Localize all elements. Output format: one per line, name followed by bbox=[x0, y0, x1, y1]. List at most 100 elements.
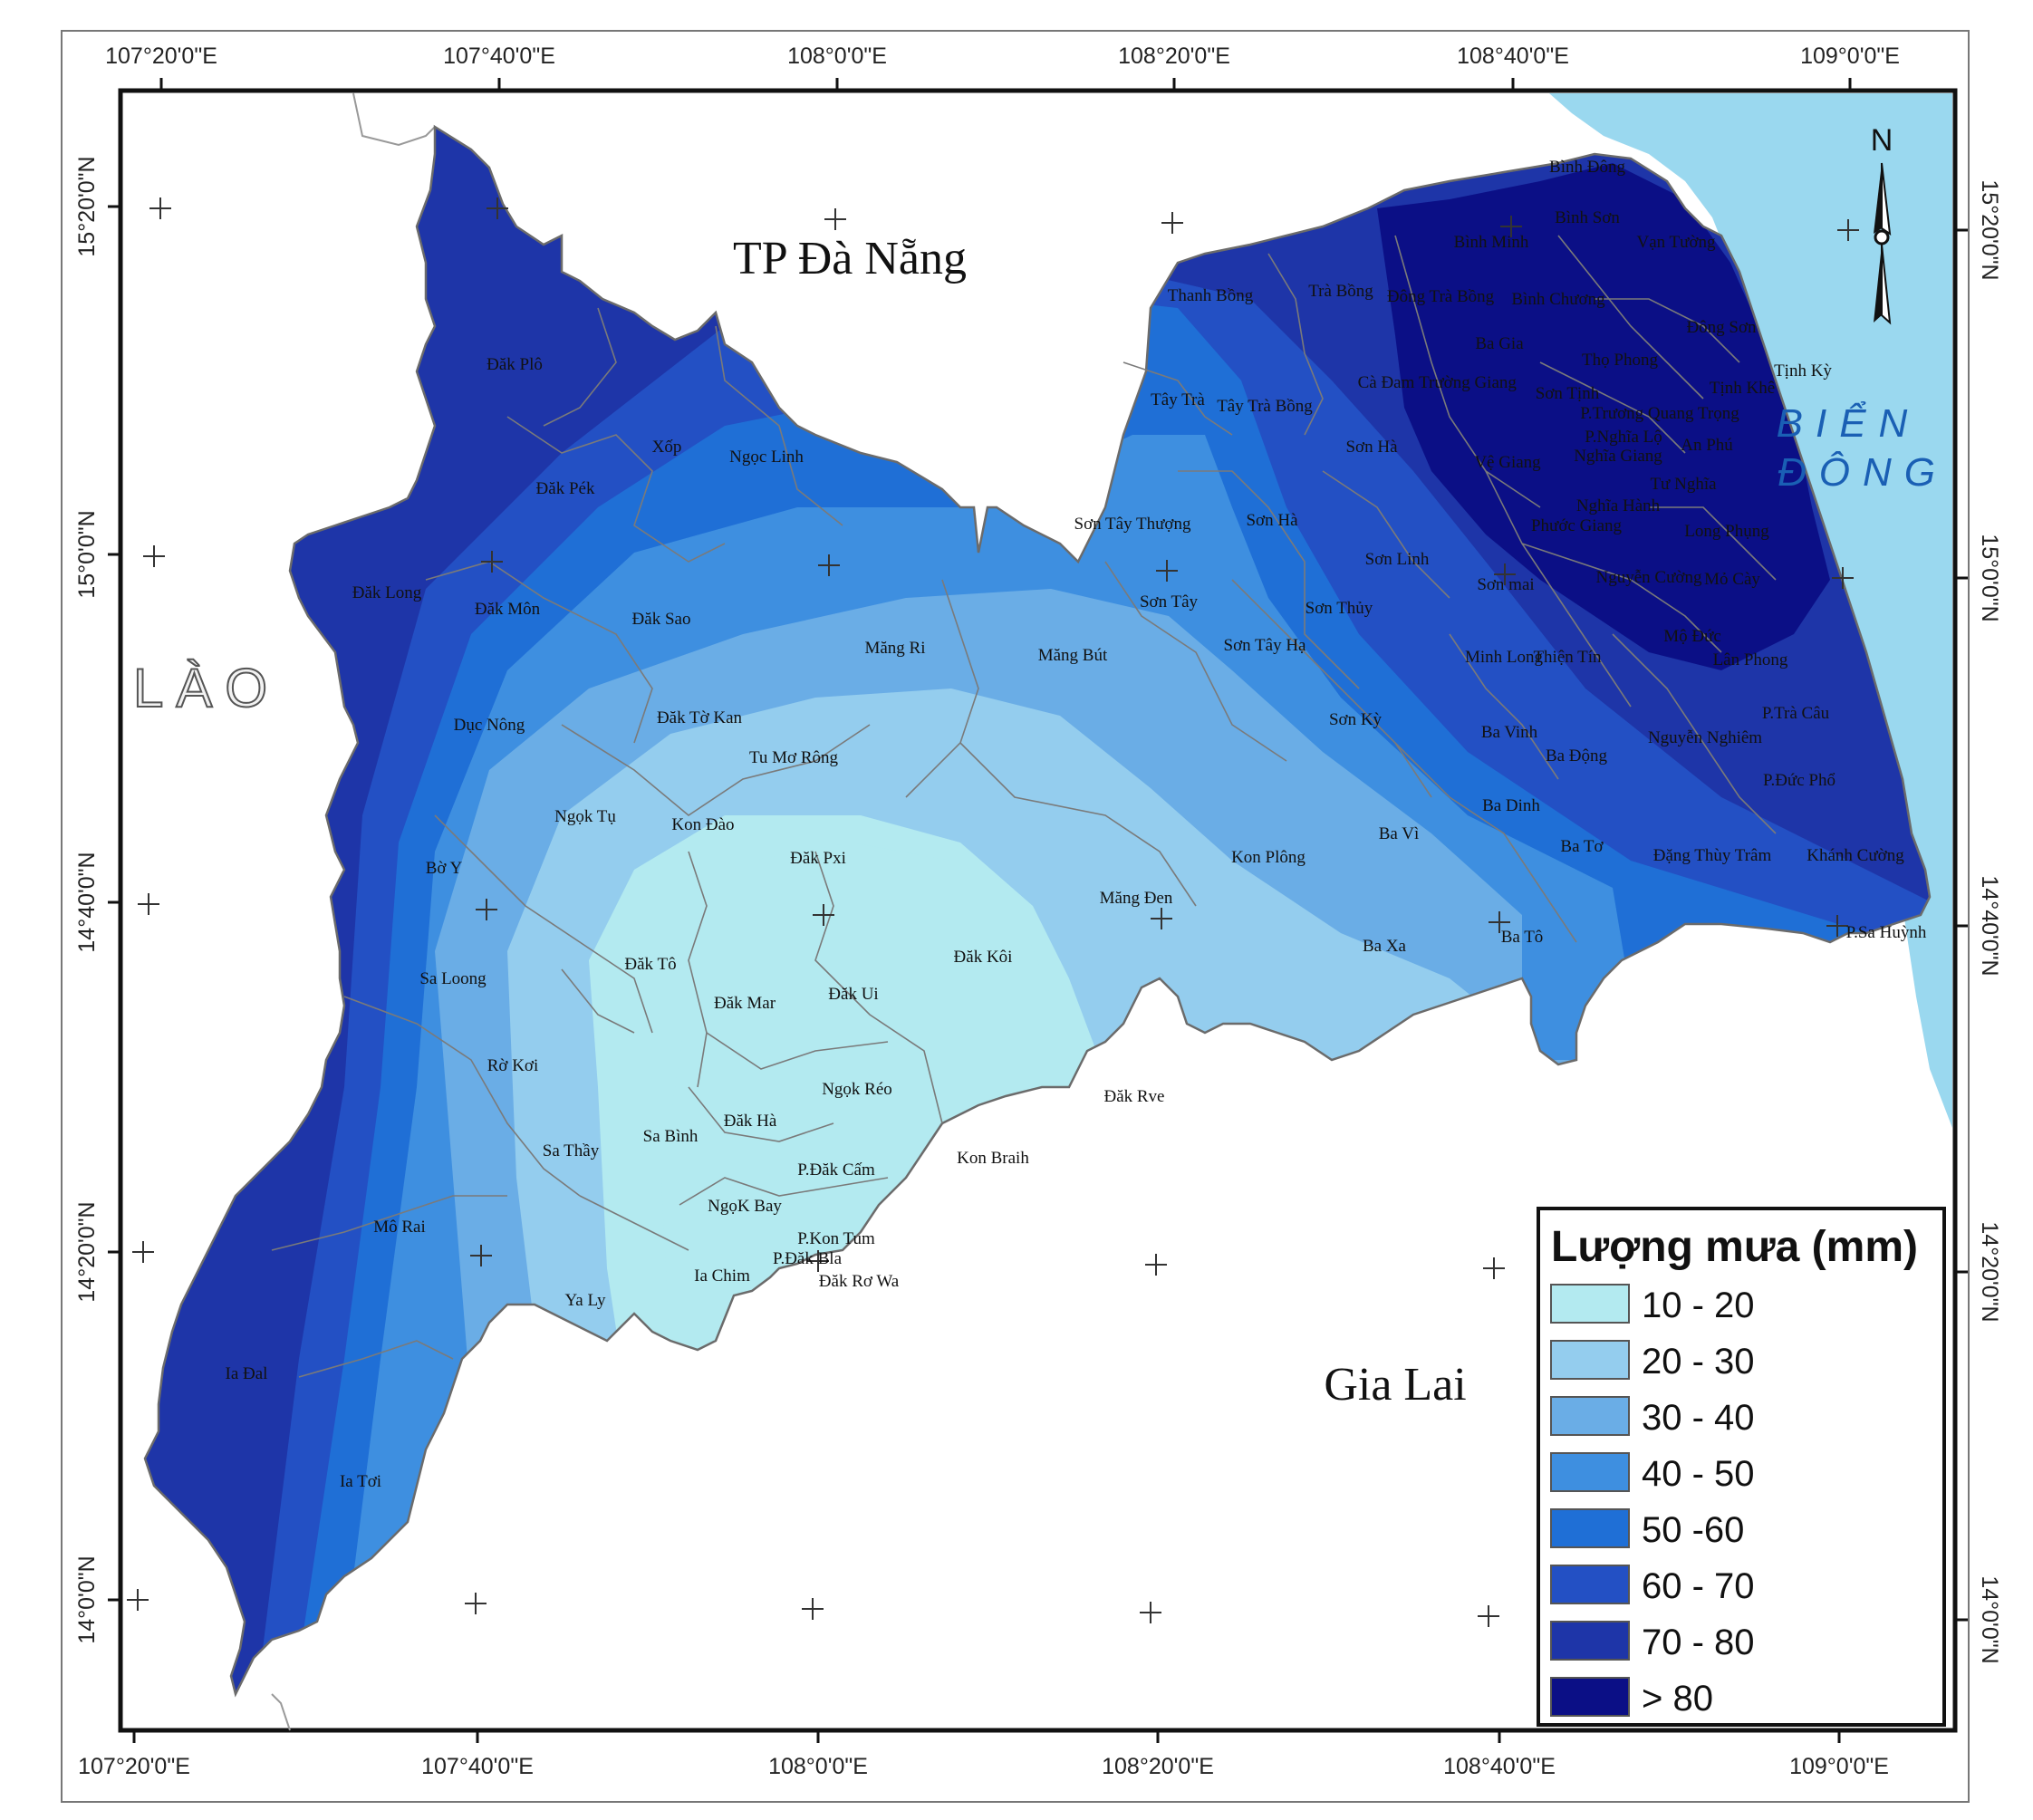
legend-title: Lượng mưa (mm) bbox=[1551, 1223, 1918, 1271]
lon-label-bottom: 108°20'0"E bbox=[1102, 1754, 1214, 1779]
commune-label: Đăk Môn bbox=[475, 600, 541, 619]
legend-label: 70 - 80 bbox=[1642, 1623, 1755, 1662]
commune-label: Lân Phong bbox=[1713, 650, 1788, 669]
commune-label: Minh Long bbox=[1465, 648, 1544, 667]
commune-boundaries bbox=[271, 235, 1777, 1378]
right-latitude-labels: 15°20'0"N 15°0'0"N 14°40'0"N 14°20'0"N 1… bbox=[1977, 179, 2002, 1663]
commune-label: Sơn Kỳ bbox=[1329, 710, 1383, 729]
commune-label: Ba Gia bbox=[1475, 334, 1524, 353]
graticule-crosses bbox=[127, 197, 1859, 1627]
commune-label: Bình Đông bbox=[1549, 158, 1625, 177]
lat-label-right: 15°20'0"N bbox=[1977, 179, 2002, 280]
commune-label: Bình Minh bbox=[1454, 233, 1529, 252]
commune-label: Sơn Hà bbox=[1246, 511, 1298, 530]
north-arrow-center-icon bbox=[1874, 229, 1890, 246]
lon-label-top: 107°40'0"E bbox=[443, 43, 555, 69]
lon-label-top: 108°40'0"E bbox=[1457, 43, 1569, 69]
legend-swatch bbox=[1550, 1508, 1630, 1548]
commune-label: Măng Ri bbox=[864, 639, 925, 658]
north-arrow-tail-shade-icon bbox=[1874, 245, 1882, 323]
lat-label-left: 14°0'0"N bbox=[74, 1555, 100, 1643]
legend-swatch bbox=[1550, 1452, 1630, 1492]
lon-label-bottom: 108°0'0"E bbox=[768, 1754, 868, 1779]
legend-items: 10 - 20 20 - 30 30 - 40 40 - 50 50 -60 60 - 7… bbox=[1550, 1284, 1755, 1719]
commune-label: Đông Sơn bbox=[1686, 318, 1757, 337]
commune-label: Sơn Tịnh bbox=[1536, 384, 1600, 403]
commune-label: Ba Vì bbox=[1379, 824, 1420, 843]
commune-label: Măng Đen bbox=[1100, 889, 1173, 908]
commune-label: Đăk Pék bbox=[536, 479, 595, 498]
commune-label: Kon Plông bbox=[1231, 848, 1306, 867]
commune-label: P.Nghĩa Lộ bbox=[1585, 428, 1662, 447]
commune-label: Xốp bbox=[652, 438, 682, 457]
legend-label: 30 - 40 bbox=[1642, 1398, 1755, 1438]
legend-label: > 80 bbox=[1642, 1679, 1713, 1719]
bottom-longitude-labels: 107°20'0"E 107°40'0"E 108°0'0"E 108°20'0… bbox=[78, 1754, 1889, 1779]
commune-label: Sơn Hà bbox=[1345, 438, 1398, 457]
commune-label: Trường Giang bbox=[1419, 373, 1517, 392]
commune-label: Tu Mơ Rông bbox=[749, 748, 839, 767]
north-arrow: N bbox=[1871, 123, 1893, 325]
commune-label: Đăk Rơ Wa bbox=[819, 1272, 900, 1291]
commune-label: Phước Giang bbox=[1531, 516, 1623, 535]
commune-label: P.Kon Tum bbox=[797, 1229, 875, 1248]
commune-label: Sơn Tây Hạ bbox=[1224, 636, 1307, 655]
legend-swatch bbox=[1550, 1396, 1630, 1436]
commune-label: P.Đăk Cấm bbox=[797, 1160, 875, 1180]
legend-swatch bbox=[1550, 1340, 1630, 1380]
commune-label: Dục Nông bbox=[454, 716, 525, 735]
commune-label: Tư Nghĩa bbox=[1650, 475, 1717, 494]
commune-label: Mỏ Cày bbox=[1704, 570, 1760, 589]
commune-label: Đăk Kôi bbox=[954, 948, 1013, 967]
commune-label: Tịnh Khê bbox=[1710, 379, 1775, 398]
commune-label: Nguyễn Nghiêm bbox=[1648, 728, 1762, 747]
commune-label: Đông Trà Bồng bbox=[1387, 287, 1495, 306]
north-label: N bbox=[1871, 123, 1893, 158]
commune-label: Sa Bình bbox=[643, 1127, 699, 1146]
lon-label-top: 107°20'0"E bbox=[105, 43, 217, 69]
commune-label: Thiện Tín bbox=[1533, 648, 1602, 667]
commune-labels: Bình Đông Bình Minh Bình Sơn Vạn Tường Thanh… bbox=[226, 158, 1927, 1491]
lon-label-top: 108°20'0"E bbox=[1118, 43, 1230, 69]
commune-label: Kon Braih bbox=[957, 1149, 1029, 1168]
lon-label-top: 108°0'0"E bbox=[787, 43, 887, 69]
commune-label: Thanh Bồng bbox=[1168, 286, 1254, 305]
commune-label: Thọ Phong bbox=[1582, 351, 1658, 370]
commune-label: Ia Đal bbox=[226, 1364, 268, 1383]
commune-label: P.Sa Huỳnh bbox=[1846, 923, 1927, 942]
legend-swatch bbox=[1550, 1677, 1630, 1717]
commune-label: Đăk Plô bbox=[487, 355, 543, 374]
province-boundary bbox=[143, 124, 1932, 1698]
commune-label: Long Phụng bbox=[1684, 522, 1769, 541]
sea-area bbox=[1549, 93, 1952, 1128]
commune-label: Cà Đam bbox=[1358, 373, 1415, 392]
commune-label: Tây Trà bbox=[1151, 390, 1205, 409]
commune-label: Măng Bút bbox=[1038, 646, 1108, 665]
zone-above-80 bbox=[1377, 163, 1830, 670]
legend-label: 60 - 70 bbox=[1642, 1566, 1755, 1606]
commune-label: Ngọc Linh bbox=[729, 448, 804, 467]
commune-label: Đăk Ui bbox=[828, 985, 878, 1004]
region-label-da-nang: TP Đà Nẵng bbox=[733, 233, 967, 284]
commune-label: Kon Đào bbox=[671, 815, 734, 834]
border-line-north bbox=[352, 92, 436, 147]
commune-label: NgọK Bay bbox=[708, 1197, 782, 1216]
lat-label-left: 14°20'0"N bbox=[74, 1201, 100, 1302]
commune-label: Rờ Kơi bbox=[487, 1056, 539, 1075]
commune-label: Nghĩa Hành bbox=[1576, 496, 1661, 515]
commune-label: Đăk Sao bbox=[632, 610, 691, 629]
commune-label: P.Đức Phổ bbox=[1763, 771, 1835, 790]
lon-label-bottom: 107°40'0"E bbox=[421, 1754, 534, 1779]
top-longitude-labels: 107°20'0"E 107°40'0"E 108°0'0"E 108°20'0… bbox=[105, 43, 1900, 69]
commune-label: Ia Chim bbox=[694, 1266, 750, 1286]
commune-label: Khánh Cường bbox=[1807, 846, 1904, 865]
border-line-south bbox=[271, 1693, 291, 1731]
commune-label: Bình Sơn bbox=[1555, 208, 1620, 227]
legend-swatch bbox=[1550, 1621, 1630, 1661]
commune-label: Sơn Thủy bbox=[1306, 599, 1373, 618]
commune-label: Đăk Tờ Kan bbox=[657, 708, 743, 727]
commune-label: P.Trà Câu bbox=[1762, 704, 1830, 723]
commune-label: Đăk Rve bbox=[1103, 1087, 1164, 1106]
lon-label-bottom: 108°40'0"E bbox=[1443, 1754, 1556, 1779]
commune-label: Đặng Thùy Trâm bbox=[1653, 846, 1772, 865]
